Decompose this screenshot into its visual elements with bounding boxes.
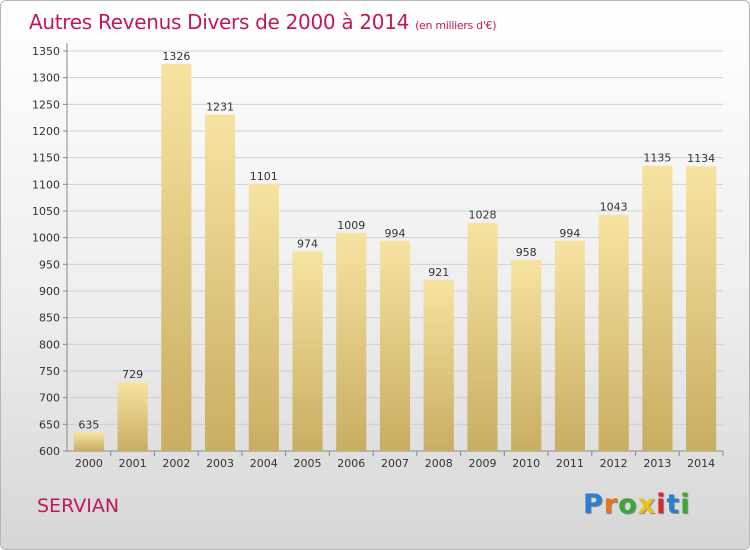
data-label: 958 (516, 246, 537, 259)
data-labels: 635 729 1326 1231 1101 974 1009 994 921 1028 958 99… (78, 50, 715, 432)
x-tick-label: 2000 (75, 457, 103, 470)
data-label: 1326 (162, 50, 190, 63)
logo-letter: i (656, 489, 667, 520)
y-tick-label: 900 (39, 285, 60, 298)
data-label: 994 (559, 227, 580, 240)
bar-2000 (73, 432, 104, 451)
x-tick-label: 2006 (337, 457, 365, 470)
bar-2001 (117, 382, 148, 451)
y-tick-label: 750 (39, 365, 60, 378)
logo-letter: t (666, 489, 681, 520)
data-label: 921 (428, 266, 449, 279)
x-tick-label: 2008 (425, 457, 453, 470)
data-label: 1134 (687, 152, 715, 165)
bar-2008 (423, 279, 454, 451)
bar-2014 (686, 166, 717, 451)
x-tick-label: 2009 (468, 457, 496, 470)
bar-2010 (511, 260, 542, 451)
y-tick-label: 700 (39, 392, 60, 405)
axes: 600 650 700 750 800 850 900 950 1000 1050 1100 1150… (32, 43, 724, 470)
logo-letter: r (603, 489, 619, 520)
y-tick-label: 1100 (32, 178, 60, 191)
bar-2006 (336, 232, 367, 451)
bar-2013 (642, 165, 673, 451)
x-tick-label: 2005 (294, 457, 322, 470)
y-tick-label: 1250 (32, 98, 60, 111)
x-tick-label: 2012 (600, 457, 628, 470)
x-tick-label: 2004 (250, 457, 278, 470)
data-label: 974 (297, 238, 318, 251)
y-tick-label: 850 (39, 312, 60, 325)
data-label: 729 (122, 368, 143, 381)
logo-letter: i (680, 489, 691, 520)
y-tick-label: 1300 (32, 72, 60, 85)
y-tick-label: 1000 (32, 232, 60, 245)
x-tick-label: 2007 (381, 457, 409, 470)
place-name: SERVIAN (37, 495, 120, 517)
proxiti-logo: Proxiti (583, 489, 691, 520)
y-tick-label: 600 (39, 445, 60, 458)
bar-2007 (379, 240, 411, 451)
bar-2003 (204, 114, 236, 451)
data-label: 1101 (250, 170, 278, 183)
data-label: 1043 (600, 201, 628, 214)
data-label: 635 (78, 418, 99, 431)
x-tick-label: 2014 (687, 457, 715, 470)
y-tick-label: 1200 (32, 125, 60, 138)
x-tick-label: 2013 (643, 457, 671, 470)
y-tick-label: 1050 (32, 205, 60, 218)
logo-letter: o (618, 489, 638, 520)
x-tick-label: 2002 (162, 457, 190, 470)
bar-2004 (248, 183, 279, 452)
chart-subtitle: (en milliers d'€) (415, 19, 497, 32)
y-tick-label: 800 (39, 338, 60, 351)
bar-2009 (467, 222, 498, 451)
chart-title-text: Autres Revenus Divers de 2000 à 2014 (29, 10, 410, 34)
x-tick-label: 2001 (119, 457, 147, 470)
bar-2011 (554, 240, 586, 451)
bars (73, 63, 717, 452)
data-label: 1231 (206, 100, 234, 113)
data-label: 1135 (643, 152, 671, 165)
logo-letter: x (637, 489, 657, 520)
x-tick-label: 2003 (206, 457, 234, 470)
bar-2005 (292, 251, 323, 451)
bar-2002 (161, 63, 192, 452)
x-tick-label: 2010 (512, 457, 540, 470)
bar-2012 (598, 214, 629, 451)
y-tick-label: 650 (39, 418, 60, 431)
y-tick-label: 1150 (32, 152, 60, 165)
logo-letter: P (583, 489, 604, 520)
data-label: 1028 (468, 209, 496, 222)
y-tick-label: 950 (39, 258, 60, 271)
data-label: 994 (385, 227, 406, 240)
y-tick-label: 1350 (32, 45, 60, 58)
chart-title: Autres Revenus Divers de 2000 à 2014 (en … (29, 10, 497, 34)
data-label: 1009 (337, 219, 365, 232)
x-tick-label: 2011 (556, 457, 584, 470)
